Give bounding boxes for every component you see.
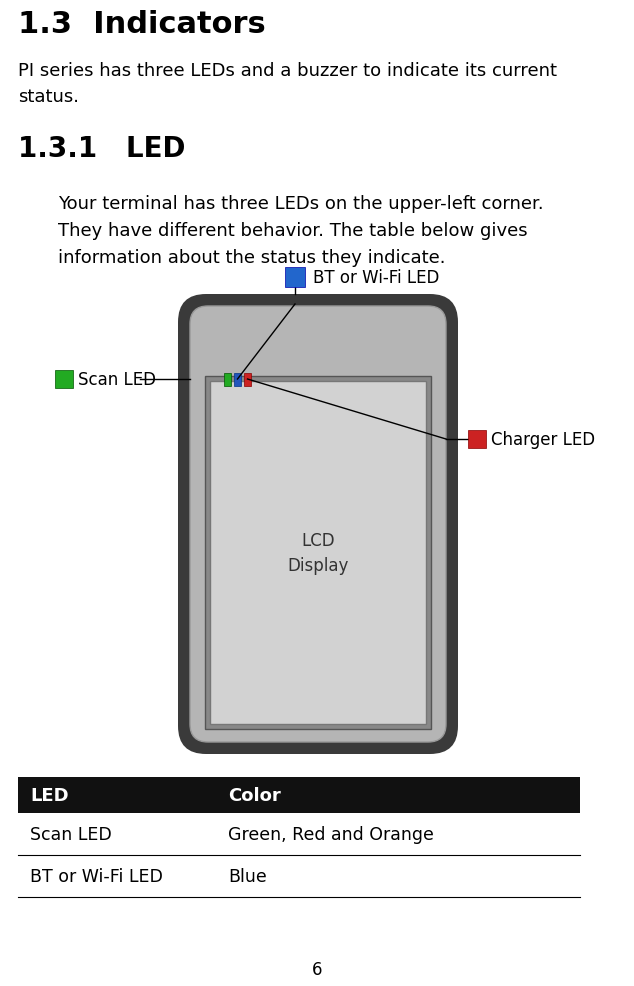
Text: status.: status. bbox=[18, 88, 79, 106]
Text: 1.3  Indicators: 1.3 Indicators bbox=[18, 10, 266, 39]
Text: 6: 6 bbox=[312, 960, 322, 978]
Text: Scan LED: Scan LED bbox=[78, 371, 156, 388]
Bar bbox=[244, 373, 251, 387]
Text: information about the status they indicate.: information about the status they indica… bbox=[58, 248, 446, 267]
Bar bbox=[234, 373, 241, 387]
Bar bbox=[224, 373, 231, 387]
Text: LCD
Display: LCD Display bbox=[287, 531, 349, 575]
Bar bbox=[285, 268, 305, 288]
Bar bbox=[210, 382, 426, 725]
Bar bbox=[468, 431, 486, 449]
Bar bbox=[55, 371, 73, 388]
Text: PI series has three LEDs and a buzzer to indicate its current: PI series has three LEDs and a buzzer to… bbox=[18, 62, 557, 80]
FancyBboxPatch shape bbox=[178, 295, 458, 754]
Text: Color: Color bbox=[228, 786, 281, 805]
Text: Your terminal has three LEDs on the upper-left corner.: Your terminal has three LEDs on the uppe… bbox=[58, 195, 543, 213]
Text: Scan LED: Scan LED bbox=[30, 825, 112, 843]
Bar bbox=[205, 377, 431, 730]
Text: They have different behavior. The table below gives: They have different behavior. The table … bbox=[58, 222, 527, 240]
Text: BT or Wi-Fi LED: BT or Wi-Fi LED bbox=[30, 867, 163, 885]
Text: BT or Wi-Fi LED: BT or Wi-Fi LED bbox=[313, 269, 439, 287]
Text: LED: LED bbox=[30, 786, 68, 805]
Text: Charger LED: Charger LED bbox=[491, 431, 595, 449]
FancyBboxPatch shape bbox=[190, 307, 446, 742]
Text: 1.3.1   LED: 1.3.1 LED bbox=[18, 135, 186, 163]
Bar bbox=[18, 777, 580, 813]
Text: Blue: Blue bbox=[228, 867, 267, 885]
Text: Green, Red and Orange: Green, Red and Orange bbox=[228, 825, 434, 843]
